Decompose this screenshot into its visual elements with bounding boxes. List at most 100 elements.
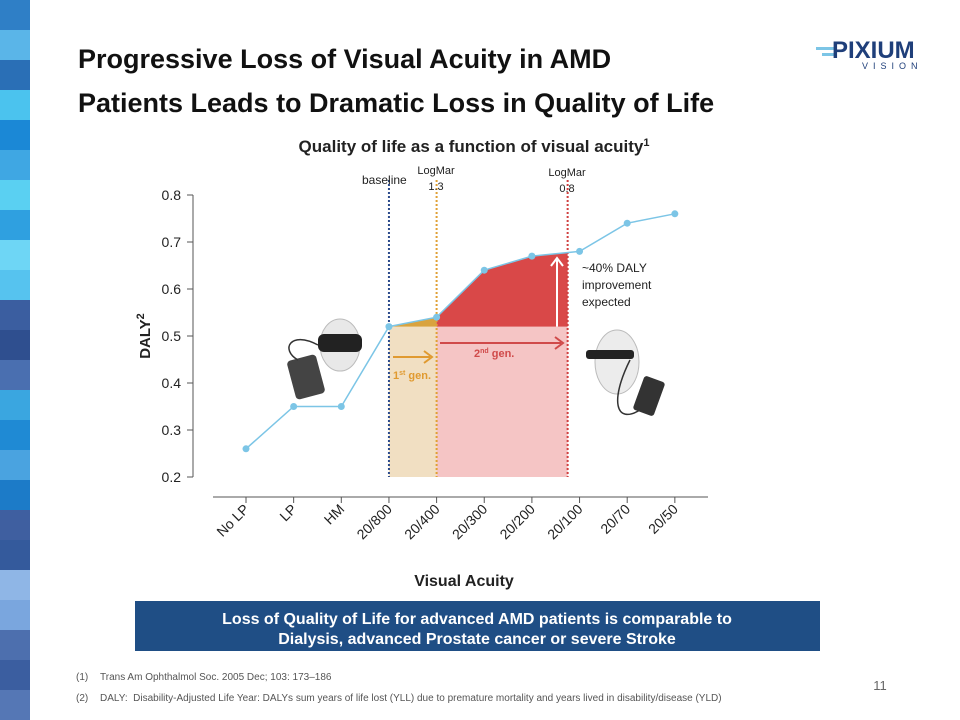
gain-gen2: [436, 252, 568, 327]
data-point: [242, 445, 250, 453]
area-gen1: [388, 326, 437, 477]
x-tick-label: 20/300: [449, 501, 491, 543]
strip-tile: [0, 150, 30, 180]
strip-tile: [0, 30, 30, 60]
x-tick-label: 20/70: [597, 501, 633, 537]
annotation: ~40% DALY: [582, 261, 647, 275]
annotation: expected: [582, 295, 631, 309]
area-gen2: [436, 326, 568, 477]
footnote: Trans Am Ophthalmol Soc. 2005 Dec; 103: …: [100, 672, 332, 683]
annotation-part: gen.: [489, 348, 515, 360]
strip-tile: [0, 390, 30, 420]
x-tick-label: HM: [321, 501, 348, 528]
annotation: baseline: [362, 173, 407, 187]
y-tick-label: 0.8: [162, 187, 182, 203]
x-tick-label: No LP: [213, 501, 252, 540]
logo-mark: [822, 53, 836, 56]
strip-tile: [0, 450, 30, 480]
cable: [616, 359, 641, 416]
strip-tile: [0, 510, 30, 540]
data-point: [433, 313, 441, 321]
y-tick-label: 0.2: [162, 469, 182, 485]
slide-title: Progressive Loss of Visual Acuity in AMD: [78, 44, 611, 74]
banner-text: Dialysis, advanced Prostate cancer or se…: [278, 631, 676, 648]
y-tick-label: 0.7: [162, 234, 182, 250]
strip-tile: [0, 690, 30, 720]
annotation: 1st gen.: [393, 370, 431, 382]
strip-tile: [0, 360, 30, 390]
banner: [135, 601, 820, 651]
logo-brand: PIXIUM: [832, 37, 915, 64]
logo-tagline: VISION: [862, 61, 923, 71]
annotation: improvement: [582, 278, 652, 292]
data-point: [623, 219, 631, 227]
strip-tile: [0, 270, 30, 300]
y-axis-label-text: DALY: [137, 319, 154, 358]
strip-tile: [0, 660, 30, 690]
pocket-device: [633, 376, 665, 416]
footnote-number: (1): [76, 672, 88, 683]
logo-mark: [816, 47, 836, 50]
x-tick-label: LP: [276, 501, 299, 524]
strip-tile: [0, 240, 30, 270]
strip-tile: [0, 60, 30, 90]
strip-tile: [0, 570, 30, 600]
page-number: 11: [873, 678, 887, 693]
banner-text: Loss of Quality of Life for advanced AMD…: [222, 611, 732, 628]
strip-tile: [0, 210, 30, 240]
chart: Quality of life as a function of visual …: [135, 137, 708, 590]
data-point: [671, 210, 679, 218]
data-point: [385, 323, 393, 331]
annotation: 1.3: [428, 181, 443, 193]
annotation-part: st: [399, 370, 406, 377]
x-tick-label: 20/200: [496, 501, 538, 543]
goggles-illustration: [318, 334, 362, 352]
x-tick-label: 20/400: [401, 501, 443, 543]
cable: [288, 338, 319, 361]
annotation-part: 2: [474, 348, 480, 360]
y-tick-label: 0.4: [162, 375, 182, 391]
footnote: DALY: Disability-Adjusted Life Year: DAL…: [100, 693, 722, 704]
arrow-head: [554, 336, 565, 350]
x-tick-label: 20/800: [353, 501, 395, 543]
arrow-head: [423, 350, 434, 364]
x-tick-label: 20/100: [544, 501, 586, 543]
strip-tile: [0, 0, 30, 30]
pocket-device: [287, 354, 325, 400]
side-strip: [0, 0, 30, 720]
strip-tile: [0, 330, 30, 360]
head-illustration: [594, 329, 640, 395]
data-point: [337, 403, 345, 410]
strip-tile: [0, 300, 30, 330]
arrow-head: [550, 256, 564, 267]
strip-tile: [0, 120, 30, 150]
footnote-number: (2): [76, 693, 88, 704]
annotation-part: nd: [480, 348, 489, 355]
chart-title-text: Quality of life as a function of visual …: [299, 137, 644, 156]
chart-title-sup: 1: [643, 137, 649, 149]
glasses-illustration: [586, 350, 634, 359]
y-tick-label: 0.3: [162, 422, 182, 438]
series-line: [245, 213, 675, 450]
logo: PIXIUM VISION: [816, 37, 923, 71]
annotation: LogMar: [417, 165, 455, 177]
strip-tile: [0, 600, 30, 630]
y-tick-label: 0.5: [162, 328, 182, 344]
strip-tile: [0, 90, 30, 120]
data-point: [290, 403, 298, 410]
annotation-part: 1: [393, 370, 399, 382]
slide-title: Patients Leads to Dramatic Loss in Quali…: [78, 88, 714, 118]
strip-tile: [0, 480, 30, 510]
strip-tile: [0, 180, 30, 210]
x-axis-label: Visual Acuity: [414, 573, 514, 590]
data-point: [480, 266, 488, 274]
data-point: [576, 247, 584, 255]
annotation: LogMar: [548, 167, 586, 179]
strip-tile: [0, 540, 30, 570]
annotation-part: gen.: [405, 370, 431, 382]
chart-title: Quality of life as a function of visual …: [299, 137, 650, 156]
annotation: 2nd gen.: [474, 348, 514, 360]
y-axis-label-sup: 2: [135, 313, 147, 319]
y-tick-label: 0.6: [162, 281, 182, 297]
